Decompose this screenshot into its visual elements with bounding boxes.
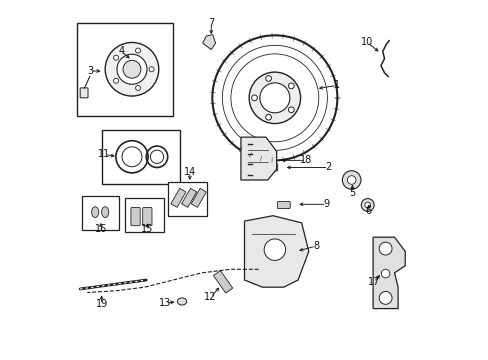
Text: 7: 7 [208,18,214,28]
Polygon shape [170,188,185,207]
Circle shape [288,83,294,89]
Text: 13: 13 [159,298,171,308]
Circle shape [288,107,294,113]
Circle shape [378,242,391,255]
Circle shape [346,176,355,184]
Polygon shape [241,137,276,180]
Text: 12: 12 [204,292,216,302]
Circle shape [123,60,141,78]
Text: 9: 9 [323,199,329,209]
Circle shape [259,83,289,113]
Circle shape [149,67,154,72]
Text: 18: 18 [299,156,311,165]
Polygon shape [213,271,232,293]
Text: 10: 10 [360,37,372,48]
Bar [124,198,164,232]
Bar [77,23,173,116]
Polygon shape [203,35,215,50]
Text: 6: 6 [365,206,371,216]
Circle shape [251,95,257,101]
Bar [102,130,180,184]
Text: 17: 17 [367,277,379,287]
FancyBboxPatch shape [142,207,152,226]
FancyBboxPatch shape [266,164,277,171]
Text: 2: 2 [325,162,331,172]
Text: 1: 1 [333,80,339,90]
Circle shape [113,55,118,60]
FancyBboxPatch shape [131,207,140,226]
Ellipse shape [102,207,108,217]
Circle shape [113,78,118,83]
Circle shape [342,171,360,189]
Ellipse shape [177,298,186,305]
Circle shape [381,269,389,278]
Polygon shape [181,188,196,207]
Circle shape [378,292,391,304]
Text: 4: 4 [118,46,124,57]
Text: 19: 19 [95,299,107,309]
Text: 11: 11 [98,149,110,159]
Bar [82,196,119,230]
Circle shape [135,85,140,90]
Circle shape [248,72,300,123]
Text: 16: 16 [95,224,107,234]
Bar [167,182,206,216]
Ellipse shape [91,207,99,217]
Circle shape [105,42,159,96]
Circle shape [117,54,147,84]
Text: 15: 15 [141,224,153,234]
Text: 3: 3 [87,66,93,76]
Circle shape [265,76,271,81]
Circle shape [135,48,140,53]
Circle shape [364,202,370,208]
Text: 14: 14 [183,167,196,177]
FancyBboxPatch shape [80,88,88,98]
Polygon shape [372,237,405,309]
Polygon shape [244,216,308,287]
Circle shape [361,199,373,211]
Polygon shape [191,188,206,207]
FancyBboxPatch shape [277,202,290,208]
Text: 8: 8 [312,241,318,251]
Text: 5: 5 [348,188,355,198]
Circle shape [264,239,285,260]
Circle shape [265,114,271,120]
